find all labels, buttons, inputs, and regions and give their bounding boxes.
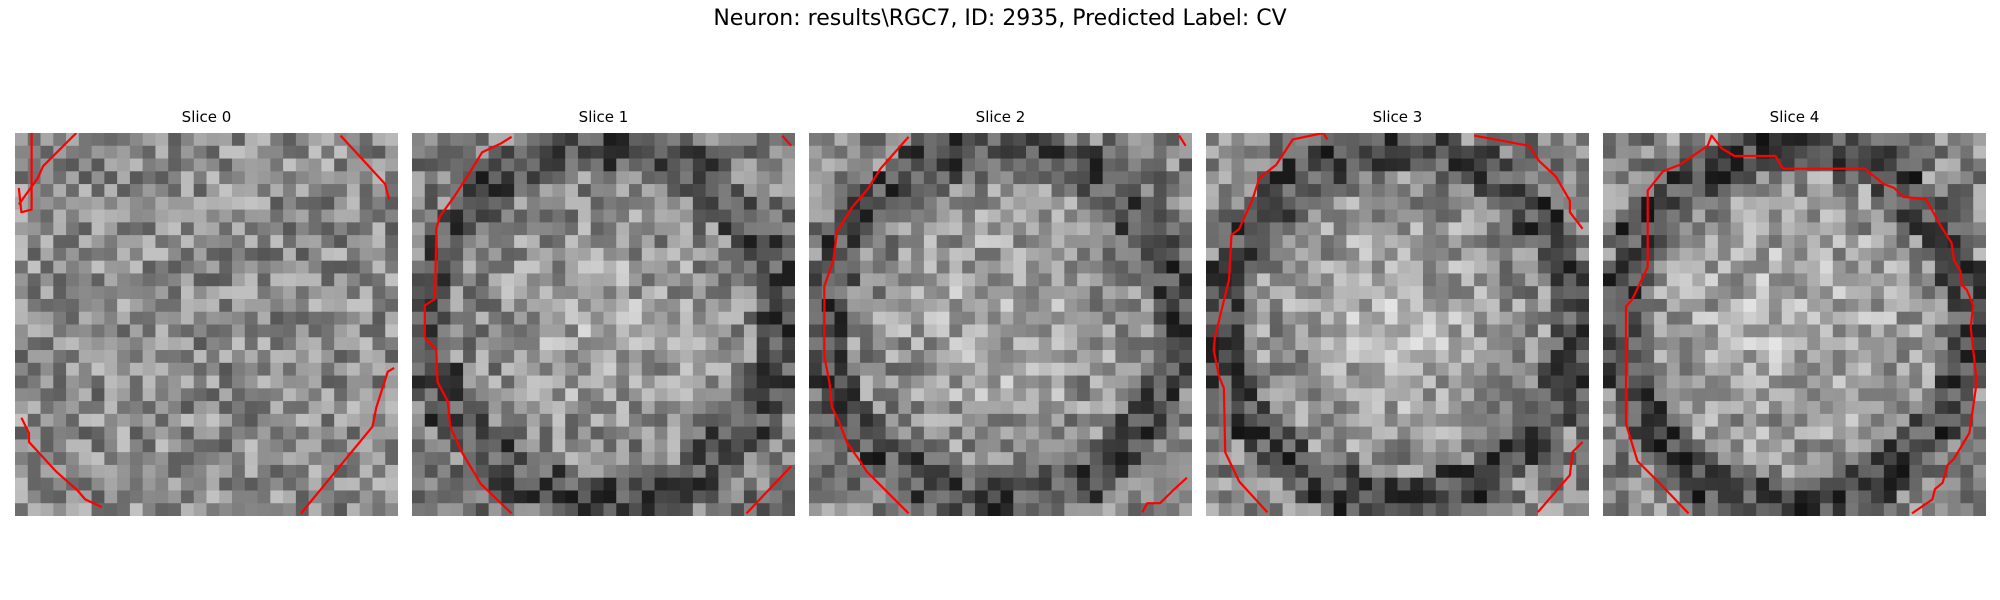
- figure-title: Neuron: results\RGC7, ID: 2935, Predicte…: [713, 6, 1287, 31]
- slice-title-2: Slice 2: [975, 108, 1026, 126]
- contour-line-0-2: [339, 134, 391, 200]
- contour-line-0-1: [17, 133, 78, 206]
- slice-panel-3: Slice 3: [1206, 108, 1589, 518]
- contour-line-3-0: [1212, 133, 1329, 513]
- slice-title-0: Slice 0: [181, 108, 232, 126]
- contour-line-1-2: [745, 465, 792, 515]
- contour-line-2-2: [1141, 476, 1188, 513]
- slice-panel-4: Slice 4: [1603, 108, 1986, 518]
- contour-line-3-1: [1473, 134, 1584, 230]
- slice-panel-1: Slice 1: [412, 108, 795, 518]
- slice-title-1: Slice 1: [578, 108, 629, 126]
- contour-line-4-0: [1624, 134, 1977, 515]
- slice-image-0: [15, 133, 398, 516]
- contour-line-1-1: [781, 134, 793, 147]
- slice-image-3: [1206, 133, 1589, 516]
- slice-image-1: [412, 133, 795, 516]
- contour-line-2-1: [1178, 135, 1187, 147]
- slice-image-4: [1603, 133, 1986, 516]
- contour-line-0-0: [17, 133, 33, 214]
- contour-line-1-0: [423, 135, 513, 515]
- contour-line-3-2: [1537, 441, 1584, 513]
- slice-panel-0: Slice 0: [15, 108, 398, 518]
- slice-image-2: [809, 133, 1192, 516]
- slice-title-3: Slice 3: [1372, 108, 1423, 126]
- contour-line-0-4: [300, 366, 395, 515]
- slice-panel-2: Slice 2: [809, 108, 1192, 518]
- contour-line-0-3: [20, 417, 103, 509]
- contour-line-2-0: [823, 136, 910, 515]
- slice-title-4: Slice 4: [1769, 108, 1820, 126]
